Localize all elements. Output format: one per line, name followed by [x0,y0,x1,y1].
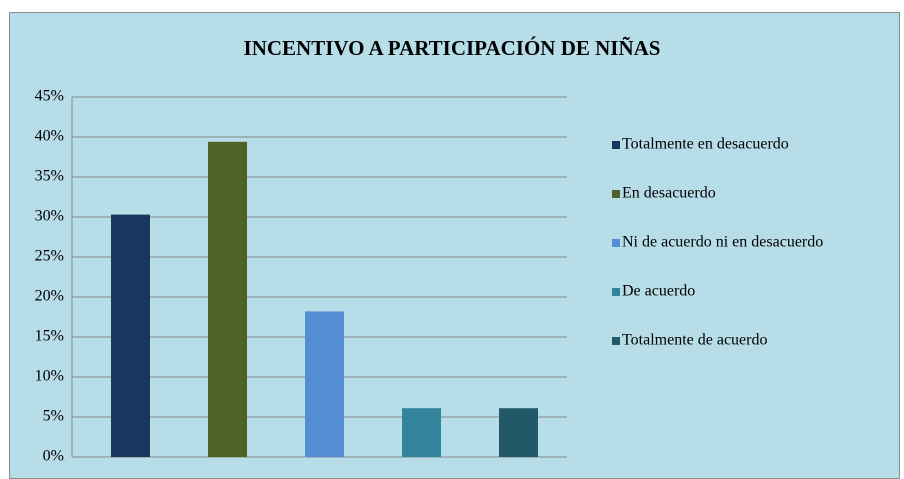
y-tick-label: 40% [35,128,64,145]
legend-label: En desacuerdo [622,185,716,202]
legend-swatch [612,141,620,149]
legend-swatch [612,337,620,345]
y-tick-label: 10% [35,368,64,385]
y-tick-label: 5% [43,408,64,425]
legend-label: Ni de acuerdo ni en desacuerdo [622,234,823,251]
legend-label: Totalmente en desacuerdo [622,136,789,153]
y-tick-label: 45% [35,88,64,105]
bar [499,408,538,457]
bar [402,408,441,457]
legend-label: De acuerdo [622,283,695,300]
legend-swatch [612,288,620,296]
y-tick-label: 15% [35,328,64,345]
y-tick-label: 35% [35,168,64,185]
chart-title: INCENTIVO A PARTICIPACIÓN DE NIÑAS [244,36,661,60]
y-tick-label: 20% [35,288,64,305]
legend-swatch [612,190,620,198]
legend-label: Totalmente de acuerdo [622,332,767,349]
legend-swatch [612,239,620,247]
y-tick-label: 25% [35,248,64,265]
chart-background [9,12,900,479]
bar [208,141,247,458]
y-tick-label: 0% [43,448,64,465]
bar [305,311,344,457]
y-tick-label: 30% [35,208,64,225]
bar [111,214,150,457]
